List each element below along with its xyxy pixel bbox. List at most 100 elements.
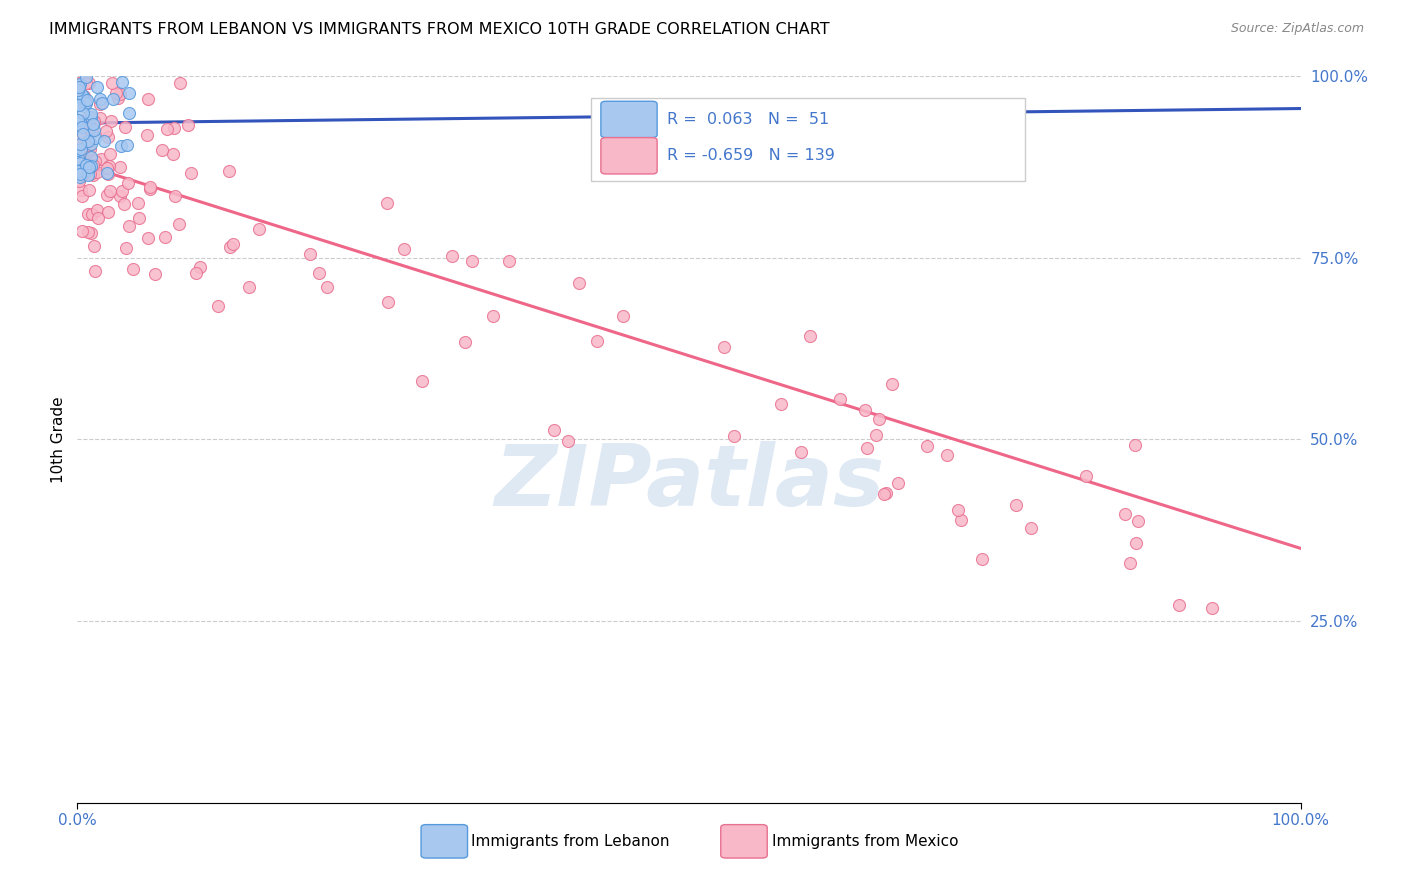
Point [1019, 521, 1042, 535]
Point [612, 309, 634, 323]
Point [1114, 507, 1136, 521]
Point [77, 145, 100, 159]
Point [79, 121, 101, 136]
Point [101, 76, 124, 90]
Point [69, 142, 91, 156]
Point [76, 93, 98, 107]
Point [568, 276, 591, 290]
Point [950, 513, 973, 527]
Point [73, 89, 96, 103]
Point [86, 202, 108, 217]
Point [67, 164, 90, 178]
Point [790, 445, 813, 459]
Point [96, 161, 118, 175]
Point [868, 412, 890, 426]
Point [72, 224, 94, 238]
Point [875, 486, 897, 500]
Point [180, 166, 202, 180]
Point [117, 176, 139, 190]
Point [114, 120, 136, 135]
Point [96, 166, 118, 180]
Point [80, 137, 103, 152]
Point [75, 70, 97, 84]
Point [461, 254, 484, 268]
Point [67, 83, 90, 97]
Point [219, 239, 242, 253]
Point [1005, 498, 1028, 512]
Point [377, 196, 399, 211]
Point [127, 195, 149, 210]
Point [77, 207, 100, 221]
Point [723, 429, 745, 443]
Point [82, 158, 104, 172]
Point [84, 131, 107, 145]
Point [67, 174, 90, 188]
Point [77, 225, 100, 239]
Point [73, 154, 96, 169]
Point [86, 79, 108, 94]
Point [80, 150, 103, 164]
Point [69, 115, 91, 129]
Point [66, 143, 89, 157]
Point [163, 189, 186, 203]
Point [80, 207, 103, 221]
Point [77, 134, 100, 148]
Point [308, 266, 330, 280]
Text: Source: ZipAtlas.com: Source: ZipAtlas.com [1230, 22, 1364, 36]
Point [118, 87, 141, 101]
Point [853, 402, 876, 417]
Point [83, 122, 105, 136]
Point [298, 247, 321, 261]
Point [80, 226, 103, 240]
Point [77, 168, 100, 182]
Point [139, 182, 162, 196]
Point [162, 146, 184, 161]
FancyBboxPatch shape [591, 97, 1025, 181]
Point [543, 423, 565, 437]
Point [1076, 468, 1098, 483]
Point [69, 136, 91, 151]
Point [72, 87, 94, 102]
Point [713, 340, 735, 354]
Point [150, 143, 173, 157]
Point [110, 160, 132, 174]
Point [156, 121, 179, 136]
Point [1201, 600, 1223, 615]
Text: Immigrants from Mexico: Immigrants from Mexico [772, 834, 959, 849]
Point [98, 185, 121, 199]
Point [411, 375, 433, 389]
Point [79, 167, 101, 181]
Text: R = -0.659   N = 139: R = -0.659 N = 139 [666, 148, 835, 163]
Point [207, 299, 229, 313]
Point [1168, 598, 1191, 612]
Point [70, 168, 93, 182]
Point [856, 441, 879, 455]
Point [970, 551, 993, 566]
Point [108, 87, 131, 102]
Text: ZIPatlas: ZIPatlas [494, 442, 884, 524]
Point [93, 134, 115, 148]
Point [440, 249, 463, 263]
Point [136, 128, 159, 142]
Point [112, 196, 135, 211]
Point [72, 105, 94, 120]
Point [97, 204, 120, 219]
Point [89, 96, 111, 111]
Point [96, 188, 118, 202]
Point [69, 169, 91, 184]
Point [69, 168, 91, 182]
Point [100, 114, 122, 128]
Point [86, 165, 108, 179]
Point [79, 159, 101, 173]
Point [75, 96, 97, 111]
Point [101, 92, 124, 106]
Point [872, 487, 894, 501]
Point [770, 397, 793, 411]
Point [72, 89, 94, 103]
Point [98, 147, 121, 161]
Point [69, 183, 91, 197]
Point [67, 98, 90, 112]
Point [80, 107, 103, 121]
FancyBboxPatch shape [420, 824, 468, 858]
FancyBboxPatch shape [600, 102, 657, 137]
